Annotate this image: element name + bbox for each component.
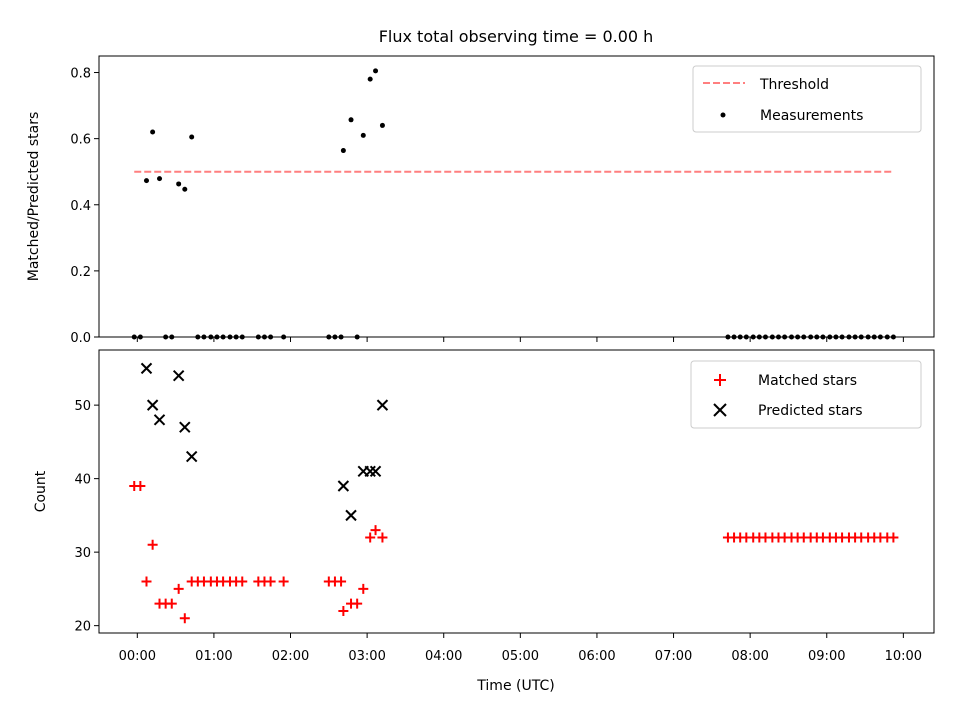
matched-star-point bbox=[352, 598, 363, 609]
x-tick-label: 06:00 bbox=[578, 649, 615, 664]
measurement-point bbox=[143, 178, 149, 184]
predicted-star-point bbox=[172, 370, 185, 382]
matched-star-point bbox=[377, 532, 388, 543]
x-tick-label: 00:00 bbox=[119, 649, 156, 664]
ratio-y-tick-label: 0.4 bbox=[70, 199, 91, 214]
matched-star-point bbox=[278, 576, 289, 587]
matched-star-point bbox=[888, 532, 899, 543]
predicted-star-point bbox=[153, 414, 166, 426]
matched-star-point bbox=[179, 613, 190, 624]
x-tick-label: 04:00 bbox=[425, 649, 462, 664]
predicted-star-point bbox=[369, 465, 382, 477]
predicted-star-point bbox=[337, 480, 350, 492]
ratio-plot-area bbox=[131, 68, 896, 340]
ratio-y-tick-label: 0.0 bbox=[70, 331, 91, 346]
predicted-legend-swatch bbox=[713, 403, 727, 417]
matched-star-point bbox=[166, 598, 177, 609]
count-y-tick-label: 50 bbox=[74, 399, 91, 414]
matched-star-point bbox=[173, 583, 184, 594]
count-y-axis: 20 30 40 50 bbox=[74, 399, 99, 635]
matched-star-point bbox=[265, 576, 276, 587]
ratio-y-tick-label: 0.2 bbox=[70, 265, 91, 280]
x-axis-label: Time (UTC) bbox=[476, 678, 554, 694]
measurement-point bbox=[348, 117, 354, 123]
x-tick-label: 02:00 bbox=[272, 649, 309, 664]
ratio-y-tick-label: 0.6 bbox=[70, 133, 91, 148]
matched-star-point bbox=[135, 480, 146, 491]
matched-star-point bbox=[338, 605, 349, 616]
threshold-legend-label: Threshold bbox=[759, 77, 829, 93]
ratio-panel: 0.00.20.40.60.8 Matched/Predicted stars … bbox=[26, 55, 935, 346]
matched-star-point bbox=[365, 532, 376, 543]
count-legend-box bbox=[690, 360, 922, 429]
measurement-point bbox=[340, 148, 346, 154]
measurement-point bbox=[379, 122, 385, 128]
count-legend[interactable]: Matched stars Predicted stars bbox=[690, 360, 922, 429]
measurement-point bbox=[360, 132, 366, 138]
ratio-y-axis-label: Matched/Predicted stars bbox=[26, 112, 42, 282]
measurement-point bbox=[189, 134, 195, 140]
measurement-point bbox=[373, 68, 379, 74]
predicted-star-point bbox=[364, 465, 376, 477]
predicted-star-point bbox=[345, 509, 357, 522]
measurement-point bbox=[367, 76, 373, 82]
ratio-y-tick-label: 0.8 bbox=[70, 67, 91, 82]
count-y-axis-label: Count bbox=[33, 470, 49, 512]
count-y-tick-label: 20 bbox=[74, 620, 91, 635]
measurement-point bbox=[176, 181, 182, 187]
predicted-star-point bbox=[185, 450, 198, 463]
x-tick-label: 09:00 bbox=[808, 649, 845, 664]
predicted-star-point bbox=[179, 421, 191, 433]
matched-legend-swatch bbox=[714, 374, 726, 386]
ratio-y-axis: 0.0 0.2 0.4 0.6 0.8 bbox=[70, 67, 99, 346]
predicted-star-point bbox=[140, 362, 153, 375]
count-y-tick-label: 30 bbox=[74, 546, 91, 561]
predicted-legend-label: Predicted stars bbox=[758, 403, 863, 419]
matched-star-point bbox=[370, 525, 381, 536]
ratio-legend-box bbox=[692, 65, 922, 133]
count-x-axis: 00:00 01:00 02:00 03:00 04:00 05:00 06:00 07:00… bbox=[119, 633, 922, 664]
count-plot-area bbox=[129, 362, 899, 624]
measurements-legend-label: Measurements bbox=[760, 108, 863, 124]
x-tick-label: 07:00 bbox=[655, 649, 692, 664]
count-y-tick-label: 40 bbox=[74, 473, 91, 488]
x-tick-label: 08:00 bbox=[731, 649, 768, 664]
measurement-point bbox=[182, 186, 188, 192]
matched-star-point bbox=[358, 583, 369, 594]
matched-star-point bbox=[147, 539, 158, 550]
matched-star-point bbox=[141, 576, 152, 587]
ratio-x-axis bbox=[136, 337, 904, 342]
predicted-star-point bbox=[146, 399, 159, 411]
measurement-point bbox=[150, 129, 156, 135]
x-tick-label: 10:00 bbox=[885, 649, 922, 664]
predicted-star-point bbox=[376, 399, 389, 411]
matched-star-point bbox=[237, 576, 248, 587]
x-tick-label: 05:00 bbox=[502, 649, 539, 664]
ratio-legend[interactable]: Threshold Measurements bbox=[692, 65, 922, 133]
matched-star-point bbox=[336, 576, 347, 587]
matched-legend-label: Matched stars bbox=[758, 373, 857, 389]
measurement-point bbox=[157, 176, 163, 182]
count-axes-frame bbox=[98, 349, 935, 634]
ratio-axes-frame bbox=[98, 55, 935, 338]
x-tick-label: 01:00 bbox=[195, 649, 232, 664]
measurements-legend-swatch bbox=[720, 112, 726, 118]
chart-title: Flux total observing time = 0.00 h bbox=[379, 27, 654, 46]
x-tick-label: 03:00 bbox=[348, 649, 385, 664]
